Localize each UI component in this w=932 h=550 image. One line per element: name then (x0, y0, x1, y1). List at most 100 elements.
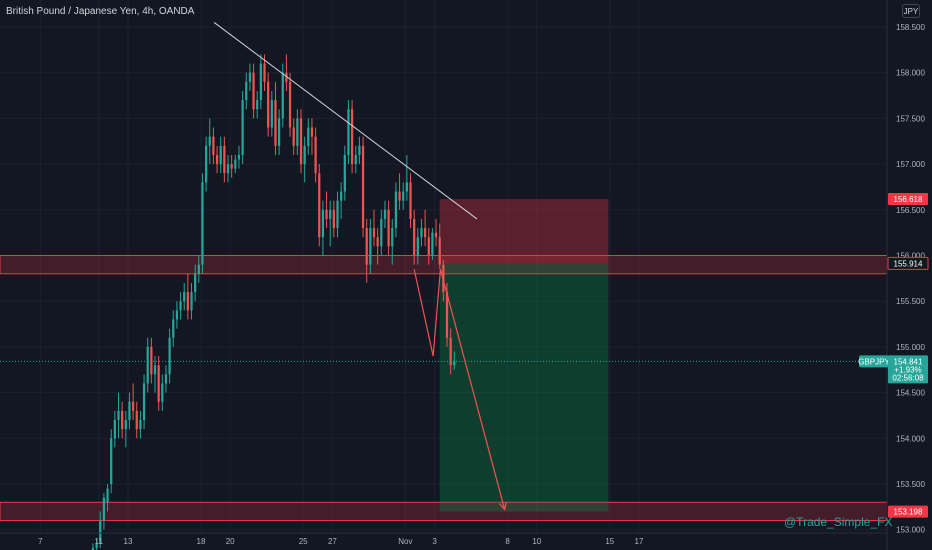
candle[interactable] (423, 228, 427, 238)
candle[interactable] (183, 292, 186, 302)
candle[interactable] (197, 264, 200, 274)
candle[interactable] (146, 346, 149, 384)
candle[interactable] (161, 383, 164, 402)
candle[interactable] (449, 337, 452, 366)
candle[interactable] (106, 488, 109, 503)
candle[interactable] (212, 136, 215, 155)
candle[interactable] (420, 228, 423, 238)
candle[interactable] (95, 543, 98, 548)
take-profit-area[interactable] (439, 263, 609, 512)
candle[interactable] (285, 72, 288, 82)
candle[interactable] (139, 420, 142, 430)
candle[interactable] (336, 200, 339, 229)
candle[interactable] (172, 319, 175, 338)
candle[interactable] (369, 228, 372, 265)
candle[interactable] (405, 182, 408, 192)
candle[interactable] (427, 237, 430, 256)
candle[interactable] (113, 420, 116, 439)
candle[interactable] (256, 100, 259, 110)
current-price-tag[interactable]: GBPJPY 154.841+1.93%02:56:08 (858, 355, 928, 384)
candle[interactable] (413, 218, 416, 256)
candle[interactable] (110, 438, 113, 484)
candle[interactable] (190, 292, 193, 311)
candle[interactable] (303, 145, 306, 165)
time-axis[interactable]: 7 11 13 18 20 25 27 Nov 3 8 10 15 17 (0, 532, 887, 546)
candle[interactable] (128, 401, 131, 421)
candle[interactable] (445, 292, 449, 338)
candle[interactable] (361, 145, 365, 229)
candle[interactable] (208, 136, 211, 146)
candle[interactable] (150, 346, 153, 375)
candle[interactable] (347, 109, 350, 155)
candle[interactable] (194, 273, 197, 293)
candle[interactable] (157, 365, 160, 402)
candle[interactable] (245, 81, 248, 101)
candle[interactable] (248, 72, 252, 82)
candle[interactable] (175, 310, 179, 320)
candle[interactable] (354, 154, 357, 165)
candle[interactable] (164, 374, 168, 384)
candle[interactable] (358, 145, 361, 155)
candle[interactable] (438, 237, 441, 265)
candle[interactable] (226, 164, 230, 174)
candle[interactable] (274, 100, 277, 146)
candle[interactable] (431, 232, 434, 256)
candle[interactable] (135, 410, 138, 430)
candle[interactable] (340, 191, 343, 201)
candle[interactable] (299, 118, 303, 165)
candle[interactable] (223, 145, 226, 174)
candle[interactable] (219, 145, 222, 165)
candle[interactable] (296, 118, 299, 146)
candle[interactable] (234, 159, 237, 169)
candle[interactable] (281, 72, 284, 119)
candle[interactable] (332, 209, 335, 229)
candle[interactable] (292, 127, 295, 146)
candle[interactable] (398, 191, 401, 201)
symbol-title[interactable]: British Pound / Japanese Yen, 4h, OANDA (6, 6, 195, 17)
candle[interactable] (277, 118, 281, 146)
candle[interactable] (453, 361, 456, 366)
drawings-layer[interactable] (0, 22, 887, 511)
candle[interactable] (310, 127, 314, 137)
candle[interactable] (252, 72, 255, 110)
candle[interactable] (380, 218, 383, 247)
candle[interactable] (329, 209, 332, 219)
candle[interactable] (416, 237, 419, 256)
candle[interactable] (394, 191, 398, 229)
currency-button[interactable]: JPY (902, 4, 920, 18)
candle[interactable] (186, 292, 189, 311)
candle[interactable] (237, 154, 241, 160)
candle[interactable] (124, 420, 127, 430)
candle[interactable] (102, 497, 106, 521)
candle[interactable] (142, 383, 146, 421)
candle[interactable] (307, 127, 310, 146)
candle[interactable] (343, 154, 346, 192)
candles-layer[interactable] (91, 54, 456, 550)
price-axis[interactable]: 158.500 158.000 157.500 157.000 156.500 156.0… (886, 0, 932, 550)
candle[interactable] (402, 191, 405, 201)
candle[interactable] (318, 173, 321, 238)
candle[interactable] (434, 232, 438, 238)
candle[interactable] (325, 209, 328, 219)
candle[interactable] (168, 337, 171, 375)
candle[interactable] (179, 301, 182, 311)
candle[interactable] (153, 365, 157, 375)
candle[interactable] (263, 63, 266, 82)
candle[interactable] (215, 154, 219, 165)
candle[interactable] (117, 410, 120, 421)
candle[interactable] (350, 109, 354, 165)
candle[interactable] (409, 182, 412, 219)
candle[interactable] (91, 547, 95, 550)
candle[interactable] (131, 401, 135, 411)
candle[interactable] (383, 209, 387, 219)
candle[interactable] (314, 136, 317, 174)
stop-loss-area[interactable] (439, 199, 609, 264)
candle[interactable] (204, 145, 208, 183)
candle[interactable] (391, 228, 394, 247)
candle[interactable] (230, 164, 233, 169)
projection-path[interactable] (413, 269, 506, 510)
trendline[interactable] (213, 22, 478, 220)
candle[interactable] (372, 228, 376, 238)
candle[interactable] (121, 410, 124, 430)
